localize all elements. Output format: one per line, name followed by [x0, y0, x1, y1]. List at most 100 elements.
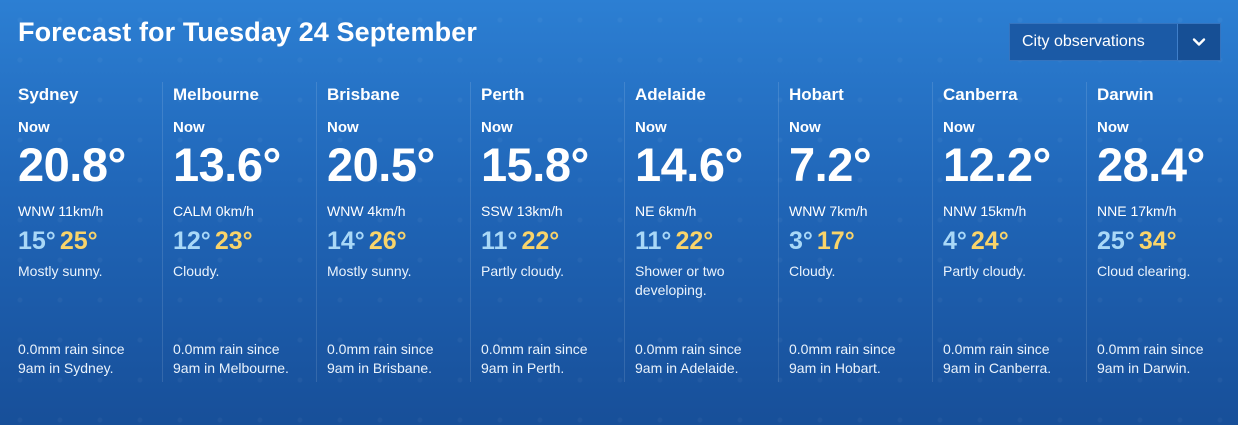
now-label: Now: [173, 119, 205, 136]
forecast-summary: Partly cloudy.: [943, 263, 1026, 279]
forecast-summary: Cloudy.: [173, 263, 220, 279]
dropdown-toggle-button[interactable]: [1177, 24, 1220, 60]
rainfall-line-1: 0.0mm rain since: [789, 341, 896, 357]
rainfall-since-9am: 0.0mm rain since 9am in Canberra.: [943, 340, 1051, 378]
chevron-down-icon: [1192, 38, 1206, 46]
max-temperature: 23°: [214, 227, 253, 255]
dropdown-selected-label: City observations: [1022, 33, 1145, 50]
city-name[interactable]: Perth: [481, 85, 525, 104]
min-temperature: 11°: [635, 227, 672, 255]
city-card-hobart[interactable]: Hobart Now 7.2° WNW 7km/h 3° 17° Cloudy. …: [778, 82, 932, 382]
forecast-summary: Mostly sunny.: [18, 263, 103, 279]
min-max-temperature: 15° 25°: [18, 227, 162, 259]
city-card-canberra[interactable]: Canberra Now 12.2° NNW 15km/h 4° 24° Part…: [932, 82, 1086, 382]
current-temperature: 28.4°: [1097, 138, 1205, 191]
current-temperature: 20.8°: [18, 138, 126, 191]
rainfall-since-9am: 0.0mm rain since 9am in Perth.: [481, 340, 588, 378]
now-label: Now: [327, 119, 359, 136]
city-name[interactable]: Darwin: [1097, 85, 1154, 104]
min-max-temperature: 11° 22°: [635, 227, 778, 259]
wind-reading: SSW 13km/h: [481, 203, 563, 219]
rainfall-line-2: 9am in Canberra.: [943, 360, 1052, 376]
current-temperature: 20.5°: [327, 138, 435, 191]
min-max-temperature: 11° 22°: [481, 227, 624, 259]
rainfall-since-9am: 0.0mm rain since 9am in Melbourne.: [173, 340, 289, 378]
max-temperature: 25°: [59, 227, 98, 255]
max-temperature: 34°: [1138, 227, 1177, 255]
city-observations-dropdown[interactable]: City observations: [1009, 23, 1221, 61]
page-title: Forecast for Tuesday 24 September: [18, 17, 477, 47]
wind-reading: NNE 17km/h: [1097, 203, 1177, 219]
rainfall-since-9am: 0.0mm rain since 9am in Brisbane.: [327, 340, 434, 378]
now-label: Now: [481, 119, 513, 136]
rainfall-line-1: 0.0mm rain since: [18, 341, 125, 357]
max-temperature: 22°: [521, 227, 560, 255]
wind-reading: NE 6km/h: [635, 203, 697, 219]
city-card-darwin[interactable]: Darwin Now 28.4° NNE 17km/h 25° 34° Cloud…: [1086, 82, 1238, 382]
city-name[interactable]: Hobart: [789, 85, 844, 104]
min-temperature: 15°: [18, 227, 56, 255]
city-name[interactable]: Adelaide: [635, 85, 706, 104]
rainfall-line-1: 0.0mm rain since: [1097, 341, 1204, 357]
min-temperature: 3°: [789, 227, 813, 255]
min-max-temperature: 25° 34°: [1097, 227, 1238, 259]
rainfall-line-2: 9am in Darwin.: [1097, 360, 1191, 376]
forecast-summary: Cloud clearing.: [1097, 263, 1191, 279]
city-name[interactable]: Brisbane: [327, 85, 400, 104]
city-card-brisbane[interactable]: Brisbane Now 20.5° WNW 4km/h 14° 26° Most…: [316, 82, 470, 382]
city-name[interactable]: Canberra: [943, 85, 1018, 104]
min-temperature: 4°: [943, 227, 967, 255]
forecast-summary: Partly cloudy.: [481, 263, 564, 279]
wind-reading: WNW 11km/h: [18, 203, 104, 219]
max-temperature: 24°: [970, 227, 1009, 255]
rainfall-line-1: 0.0mm rain since: [327, 341, 434, 357]
rainfall-line-2: 9am in Melbourne.: [173, 360, 289, 376]
wind-reading: WNW 4km/h: [327, 203, 406, 219]
forecast-summary: Cloudy.: [789, 263, 836, 279]
forecast-summary: Mostly sunny.: [327, 263, 412, 279]
rainfall-since-9am: 0.0mm rain since 9am in Sydney.: [18, 340, 125, 378]
city-forecast-list: Sydney Now 20.8° WNW 11km/h 15° 25° Mostl…: [8, 82, 1238, 382]
min-max-temperature: 4° 24°: [943, 227, 1086, 259]
now-label: Now: [18, 119, 50, 136]
now-label: Now: [943, 119, 975, 136]
rainfall-line-2: 9am in Brisbane.: [327, 360, 433, 376]
rainfall-line-2: 9am in Sydney.: [18, 360, 114, 376]
rainfall-since-9am: 0.0mm rain since 9am in Hobart.: [789, 340, 896, 378]
rainfall-since-9am: 0.0mm rain since 9am in Adelaide.: [635, 340, 742, 378]
city-name[interactable]: Sydney: [18, 85, 79, 104]
min-max-temperature: 14° 26°: [327, 227, 470, 259]
city-card-sydney[interactable]: Sydney Now 20.8° WNW 11km/h 15° 25° Mostl…: [8, 82, 162, 382]
wind-reading: NNW 15km/h: [943, 203, 1027, 219]
current-temperature: 12.2°: [943, 138, 1051, 191]
rainfall-since-9am: 0.0mm rain since 9am in Darwin.: [1097, 340, 1204, 378]
max-temperature: 17°: [816, 227, 855, 255]
min-max-temperature: 3° 17°: [789, 227, 932, 259]
max-temperature: 26°: [368, 227, 407, 255]
rainfall-line-1: 0.0mm rain since: [635, 341, 742, 357]
rainfall-line-2: 9am in Adelaide.: [635, 360, 739, 376]
city-card-adelaide[interactable]: Adelaide Now 14.6° NE 6km/h 11° 22° Showe…: [624, 82, 778, 382]
current-temperature: 14.6°: [635, 138, 743, 191]
rainfall-line-1: 0.0mm rain since: [481, 341, 588, 357]
min-max-temperature: 12° 23°: [173, 227, 316, 259]
now-label: Now: [789, 119, 821, 136]
current-temperature: 7.2°: [789, 138, 872, 191]
min-temperature: 14°: [327, 227, 365, 255]
city-card-melbourne[interactable]: Melbourne Now 13.6° CALM 0km/h 12° 23° Cl…: [162, 82, 316, 382]
city-name[interactable]: Melbourne: [173, 85, 259, 104]
now-label: Now: [1097, 119, 1129, 136]
min-temperature: 12°: [173, 227, 211, 255]
rainfall-line-2: 9am in Perth.: [481, 360, 565, 376]
rainfall-line-2: 9am in Hobart.: [789, 360, 881, 376]
wind-reading: CALM 0km/h: [173, 203, 254, 219]
city-card-perth[interactable]: Perth Now 15.8° SSW 13km/h 11° 22° Partly…: [470, 82, 624, 382]
wind-reading: WNW 7km/h: [789, 203, 868, 219]
max-temperature: 22°: [675, 227, 714, 255]
min-temperature: 25°: [1097, 227, 1135, 255]
rainfall-line-1: 0.0mm rain since: [943, 341, 1050, 357]
current-temperature: 13.6°: [173, 138, 281, 191]
rainfall-line-1: 0.0mm rain since: [173, 341, 280, 357]
now-label: Now: [635, 119, 667, 136]
forecast-summary: Shower or two developing.: [635, 263, 725, 298]
